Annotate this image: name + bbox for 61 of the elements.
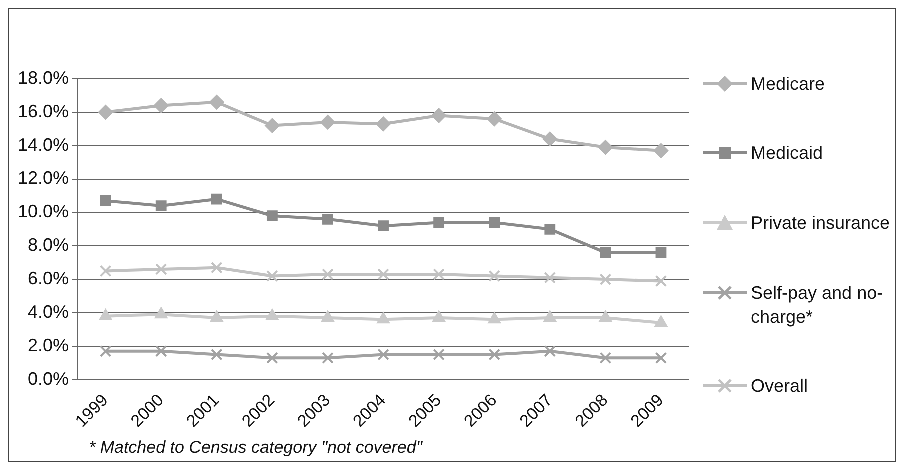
legend-label: Overall <box>751 375 808 398</box>
y-tick-label: 2.0% <box>28 335 70 356</box>
legend-label: Private insurance <box>751 212 890 235</box>
y-tick-label: 10.0% <box>18 202 70 222</box>
point <box>322 214 334 225</box>
point <box>98 104 114 120</box>
y-tick-label: 6.0% <box>28 268 70 289</box>
point <box>211 194 222 205</box>
point <box>656 247 667 258</box>
point <box>433 268 446 280</box>
point <box>376 116 392 132</box>
point <box>654 316 668 328</box>
point <box>488 348 501 361</box>
point <box>100 196 112 206</box>
point <box>378 220 389 232</box>
point <box>266 210 278 222</box>
point <box>322 352 334 364</box>
point <box>322 268 334 280</box>
y-tick-label: 14.0% <box>18 134 70 155</box>
legend-label: Medicare <box>751 72 826 96</box>
point <box>266 352 278 364</box>
y-tick-label: 16.0% <box>18 101 70 122</box>
point <box>600 247 612 258</box>
point <box>100 345 112 358</box>
y-tick-label: 0.0% <box>28 368 70 389</box>
point <box>654 143 669 158</box>
point <box>210 262 223 274</box>
y-tick-label: 4.0% <box>28 302 70 322</box>
point <box>489 217 500 228</box>
point <box>156 200 167 212</box>
y-tick-label: 12.0% <box>18 168 70 188</box>
point <box>487 112 502 127</box>
y-tick-label: 18.0% <box>18 68 70 88</box>
point <box>544 224 556 235</box>
point <box>544 345 556 358</box>
point <box>100 265 112 278</box>
point <box>433 348 446 361</box>
point <box>488 270 501 282</box>
point <box>266 270 278 282</box>
point <box>155 345 168 358</box>
point <box>600 352 612 364</box>
point <box>378 348 390 361</box>
point <box>655 352 668 364</box>
text: * Matched to Census category "not covered" <box>89 438 424 458</box>
point <box>542 132 558 147</box>
point <box>600 274 612 286</box>
point <box>209 94 224 110</box>
point <box>264 118 280 134</box>
point <box>154 98 169 114</box>
point <box>598 140 614 156</box>
point <box>320 114 336 130</box>
point <box>544 272 556 284</box>
point <box>155 264 168 276</box>
point <box>210 348 223 361</box>
point <box>434 217 445 228</box>
y-tick-label: 8.0% <box>28 235 70 256</box>
point <box>655 275 668 288</box>
point <box>378 268 390 280</box>
legend-label: Self-pay and no-charge* <box>751 282 884 329</box>
legend-label: Medicaid <box>751 142 824 166</box>
point <box>432 108 447 124</box>
